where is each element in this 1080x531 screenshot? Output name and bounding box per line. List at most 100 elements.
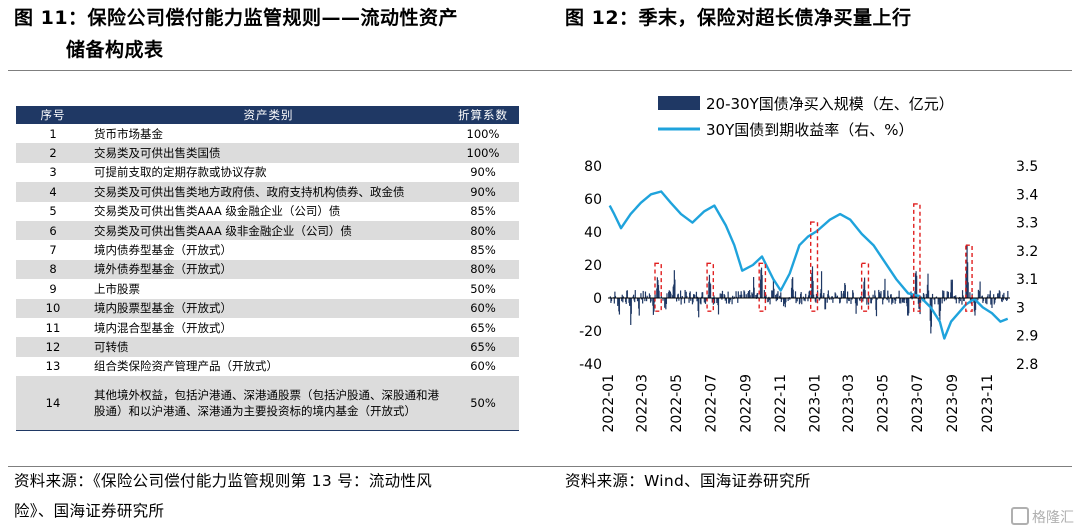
- legend-label-line: 30Y国债到期收益率（右、%）: [706, 121, 914, 139]
- bar-mark: [982, 298, 985, 301]
- y-left-tick-label: -40: [579, 357, 602, 373]
- bar-mark: [880, 291, 882, 298]
- bar-mark: [813, 294, 815, 298]
- bar-mark: [875, 298, 878, 317]
- left-figure-title: 图 11：保险公司偿付能力监管规则——流动性资产 储备构成表: [14, 2, 534, 66]
- bar-mark: [621, 298, 623, 302]
- bar-mark: [967, 262, 969, 298]
- row-number: 10: [16, 298, 90, 318]
- row-number: 11: [16, 317, 90, 338]
- row-number: 7: [16, 240, 90, 260]
- table-row: 4 交易类及可供出售类地方政府债、政府支持机构债券、政金债 90%: [16, 182, 519, 202]
- bar-mark: [887, 290, 889, 298]
- bar-mark: [720, 293, 722, 298]
- bar-mark: [721, 298, 723, 300]
- bar-mark: [775, 294, 777, 298]
- bar-mark: [1001, 298, 1003, 303]
- bar-mark: [870, 298, 872, 304]
- x-tick-label: 2023-09: [945, 374, 961, 433]
- bar-mark: [844, 284, 846, 298]
- row-coefficient: 80%: [447, 220, 519, 241]
- bar-mark: [912, 293, 914, 298]
- table-row: 7 境内债券型基金（开放式） 85%: [16, 240, 519, 260]
- bar-mark: [765, 294, 767, 298]
- table-row: 13 组合类保险资产管理产品（开放式） 60%: [16, 356, 519, 377]
- bar-mark: [902, 298, 904, 303]
- bar-mark: [891, 298, 893, 305]
- bar-mark: [733, 296, 735, 298]
- bar-mark: [761, 275, 763, 298]
- table-row: 11 境内混合型基金（开放式） 65%: [16, 317, 519, 338]
- bar-mark: [709, 284, 712, 298]
- bar-mark: [831, 296, 833, 298]
- bar-mark: [967, 282, 969, 298]
- watermark-text: 格隆汇: [1032, 510, 1074, 526]
- bar-mark: [805, 293, 807, 298]
- bar-mark: [749, 295, 751, 298]
- right-source-note: 资料来源：Wind、国海证券研究所: [565, 472, 811, 490]
- bar-mark: [852, 292, 854, 298]
- bar-mark: [985, 298, 987, 304]
- bar-mark: [848, 298, 850, 302]
- bar-mark: [935, 296, 938, 298]
- left-title-line2: 储备构成表: [66, 39, 164, 61]
- quarter-end-highlight-box: [860, 262, 870, 312]
- row-category: 货币市场基金: [90, 124, 447, 144]
- bar-mark: [684, 289, 686, 298]
- bar-mark: [809, 290, 811, 298]
- bar-mark: [658, 290, 660, 298]
- bar-mark: [610, 298, 613, 302]
- bar-mark: [887, 295, 889, 298]
- bar-mark: [792, 277, 794, 298]
- y-left-tick-label: 60: [584, 192, 602, 208]
- table-row: 3 可提前支取的定期存款或协议存款 90%: [16, 162, 519, 183]
- bar-mark: [916, 275, 918, 298]
- row-number: 2: [16, 143, 90, 163]
- bar-mark: [666, 293, 668, 298]
- bar-mark: [874, 290, 876, 298]
- bar-mark: [955, 298, 957, 304]
- bar-mark: [874, 295, 876, 298]
- bar-mark: [882, 298, 884, 305]
- bar-mark: [733, 298, 735, 300]
- bar-mark: [868, 295, 870, 298]
- bar-mark: [882, 298, 884, 301]
- row-category: 交易类及可供出售类AAA 级金融企业（公司）债: [90, 201, 447, 221]
- bar-mark: [828, 295, 830, 298]
- table-body: 1 货币市场基金 100% 2 交易类及可供出售类国债 100% 3 可提前支取的定期存款或协…: [16, 124, 519, 432]
- bar-mark: [959, 296, 961, 298]
- bar-mark: [642, 290, 644, 298]
- bar-mark: [986, 298, 988, 305]
- bar-mark: [969, 292, 971, 298]
- bar-mark: [747, 291, 750, 298]
- row-category: 可提前支取的定期存款或协议存款: [90, 162, 447, 183]
- bar-mark: [872, 294, 874, 298]
- bar-mark: [927, 290, 930, 298]
- bar-mark: [832, 298, 834, 303]
- bar-mark: [743, 291, 746, 298]
- bar-mark: [650, 298, 652, 302]
- left-title-line1: 图 11：保险公司偿付能力监管规则——流动性资产: [14, 7, 459, 29]
- row-number: 8: [16, 259, 90, 280]
- table-row: 9 上市股票 50%: [16, 279, 519, 299]
- bar-mark: [851, 298, 853, 300]
- bar-mark: [943, 298, 946, 302]
- row-category: 交易类及可供出售类地方政府债、政府支持机构债券、政金债: [90, 182, 447, 202]
- bar-mark: [725, 298, 728, 304]
- header-no: 序号: [16, 106, 90, 124]
- row-number: 4: [16, 182, 90, 202]
- bar-mark: [895, 298, 897, 301]
- table-row: 14 其他境外权益，包括沪港通、深港通股票（包括沪股通、深股通和港股通）和以沪港通…: [16, 376, 519, 432]
- bar-mark: [974, 298, 977, 310]
- bar-mark: [876, 298, 878, 300]
- bar-mark: [745, 294, 747, 298]
- bar-mark: [638, 298, 640, 316]
- bar-mark: [977, 298, 979, 301]
- bar-mark: [692, 298, 694, 303]
- bar-mark: [879, 293, 881, 298]
- quarter-end-highlight-box: [965, 244, 973, 312]
- bar-mark: [999, 291, 1001, 298]
- bar-mark: [903, 298, 905, 304]
- bar-mark: [828, 298, 831, 300]
- x-tick-label: 2022-05: [669, 374, 685, 433]
